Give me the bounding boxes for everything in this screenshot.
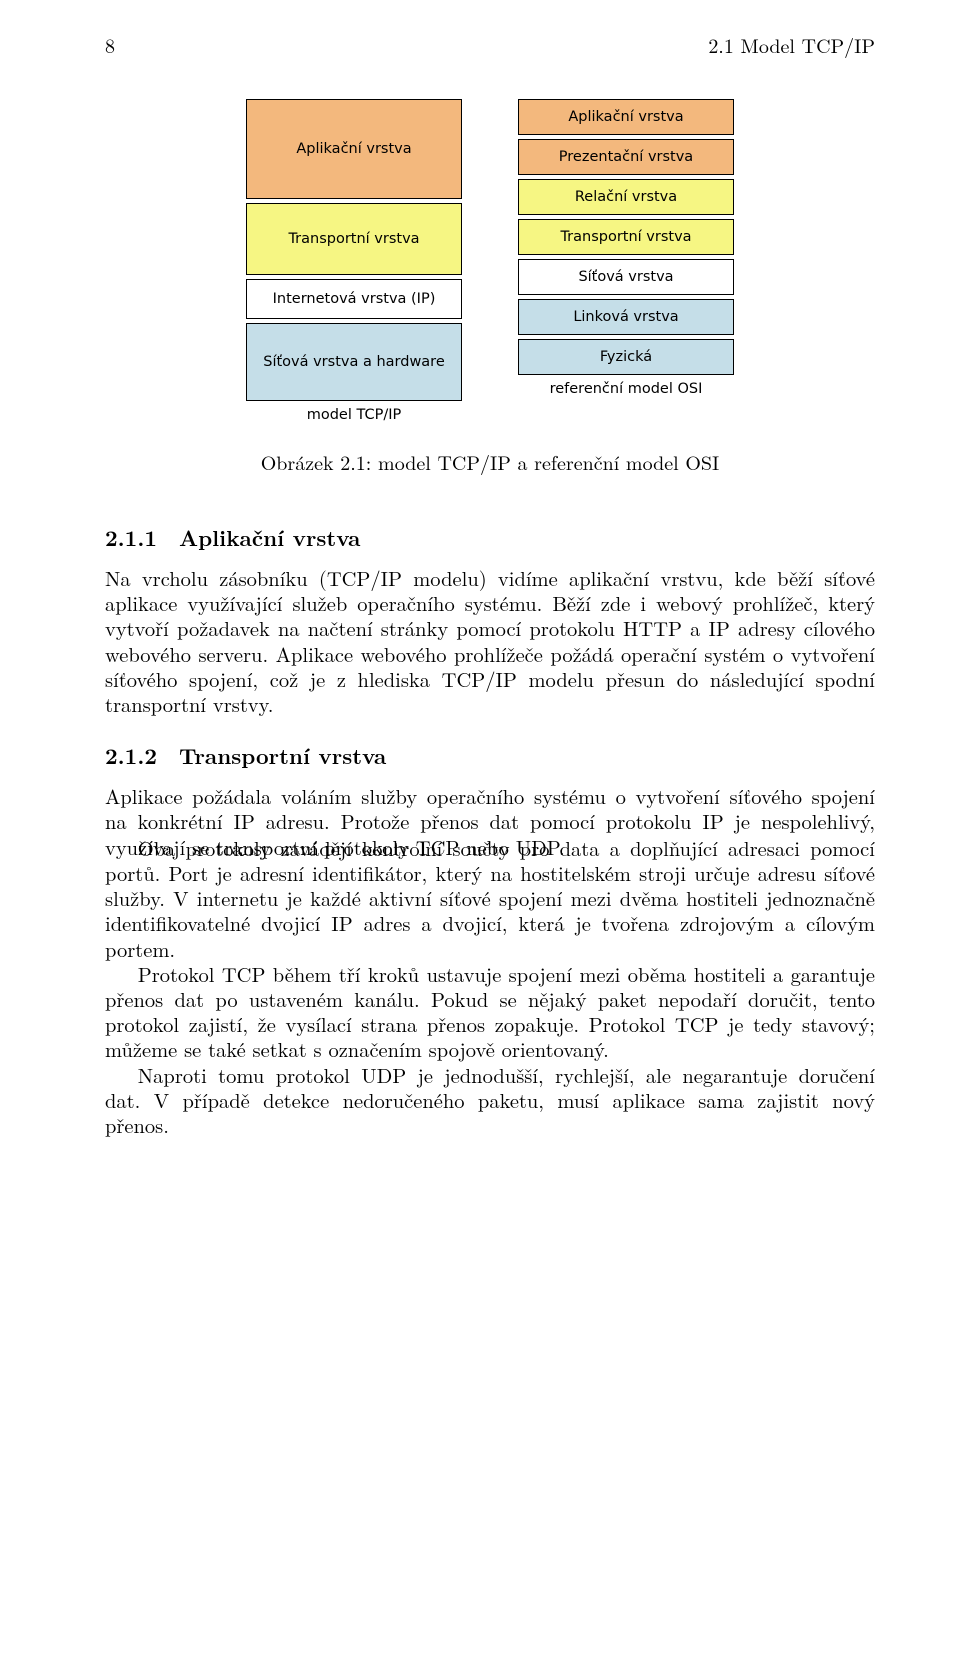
figure-diagram: Aplikační vrstva Transportní vrstva Intern… — [105, 99, 875, 423]
layer-box: Transportní vrstva — [246, 203, 462, 275]
layer-box: Prezentační vrstva — [518, 139, 734, 175]
running-title: 2.1 Model TCP/IP — [708, 30, 875, 59]
paragraph: Naproti tomu protokol UDP je jednodušší,… — [105, 1062, 875, 1138]
tcpip-stack: Aplikační vrstva Transportní vrstva Intern… — [246, 99, 462, 423]
running-header: 8 2.1 Model TCP/IP — [105, 30, 875, 59]
layer-box: Relační vrstva — [518, 179, 734, 215]
section-heading: 2.1.1 Aplikační vrstva — [105, 522, 875, 553]
layer-box: Síťová vrstva a hardware — [246, 323, 462, 401]
layer-label: Síťová vrstva — [578, 269, 673, 285]
page-number: 8 — [105, 30, 115, 59]
layer-label: Transportní vrstva — [560, 229, 691, 245]
layer-box: Internetová vrstva (IP) — [246, 279, 462, 319]
layer-box: Aplikační vrstva — [518, 99, 734, 135]
layer-label: Aplikační vrstva — [296, 141, 411, 157]
osi-stack: Aplikační vrstva Prezentační vrstva Relačn… — [518, 99, 734, 423]
layer-label: Linková vrstva — [573, 309, 678, 325]
layer-label: Internetová vrstva (IP) — [273, 291, 436, 307]
layer-label: Relační vrstva — [575, 189, 677, 205]
layer-label: Prezentační vrstva — [559, 149, 693, 165]
paragraph: Na vrcholu zásobníku (TCP/IP modelu) vid… — [105, 565, 875, 716]
layer-box: Transportní vrstva — [518, 219, 734, 255]
layer-box: Aplikační vrstva — [246, 99, 462, 199]
layer-label: Síťová vrstva a hardware — [263, 354, 445, 370]
layer-label: Transportní vrstva — [288, 231, 419, 247]
layer-box: Linková vrstva — [518, 299, 734, 335]
layer-label: Aplikační vrstva — [568, 109, 683, 125]
paragraph: Protokol TCP během tří kroků ustavuje sp… — [105, 961, 875, 1062]
layer-label: Fyzická — [600, 349, 652, 365]
paragraph: Oba protokoly zavádějí kontrolní součty … — [105, 835, 875, 961]
layer-box: Fyzická — [518, 339, 734, 375]
layer-box: Síťová vrstva — [518, 259, 734, 295]
figure-caption: Obrázek 2.1: model TCP/IP a referenční m… — [105, 447, 875, 476]
section-heading: 2.1.2 Transportní vrstva — [105, 740, 875, 771]
tcpip-caption: model TCP/IP — [307, 407, 402, 423]
osi-caption: referenční model OSI — [550, 381, 703, 397]
